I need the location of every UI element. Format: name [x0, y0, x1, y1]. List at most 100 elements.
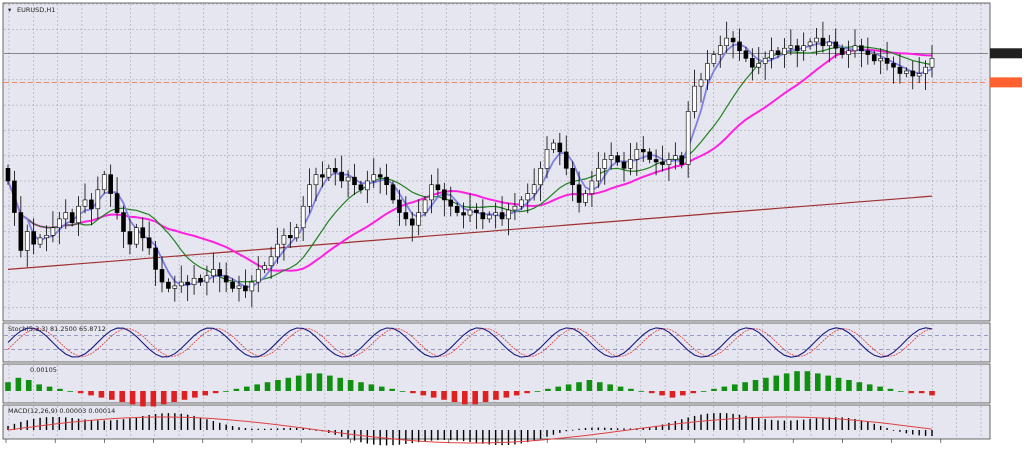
candle-body — [352, 176, 357, 186]
candle-body — [730, 37, 736, 43]
candle-body — [769, 50, 774, 59]
macd-panel[interactable] — [2, 404, 991, 440]
oscillator-bar — [15, 377, 22, 391]
candle-body — [300, 205, 306, 229]
candle-body — [153, 247, 158, 270]
oscillator-bar — [638, 391, 645, 392]
oscillator-bar — [856, 382, 863, 391]
candle-body — [134, 227, 139, 245]
candle-body — [69, 212, 75, 223]
oscillator-bar — [846, 380, 852, 391]
oscillator-bar — [223, 391, 229, 392]
candle-body — [24, 231, 30, 251]
candle-body — [916, 73, 922, 77]
oscillator-bar — [192, 391, 198, 398]
candle-body — [114, 193, 120, 213]
candle-body — [807, 41, 813, 47]
candle-body — [243, 285, 248, 292]
candle-body — [146, 237, 152, 249]
oscillator-bar — [700, 391, 707, 392]
oscillator-bar — [596, 382, 603, 391]
candle-body — [217, 269, 223, 277]
candle-body — [525, 193, 531, 201]
oscillator-bar — [493, 391, 499, 400]
candle-body — [506, 209, 511, 220]
symbol-title-marker: ▾ — [8, 6, 12, 14]
oscillator-bar — [88, 391, 94, 396]
candle-body — [737, 41, 742, 52]
candle-body — [653, 159, 659, 163]
candle-body — [698, 79, 704, 87]
candle-body — [891, 63, 896, 68]
candle-body — [121, 212, 126, 232]
candle-body — [409, 218, 415, 226]
symbol-title: EURUSD,H1 — [17, 6, 55, 14]
candle-body — [416, 212, 421, 226]
candle-body — [82, 199, 88, 207]
oscillator-bar — [690, 391, 697, 394]
candle-body — [910, 70, 916, 77]
oscillator-bar — [327, 375, 333, 391]
oscillator-bar — [752, 380, 759, 391]
candle-body — [839, 47, 845, 55]
oscillator-bar — [441, 391, 447, 400]
candle-body — [640, 149, 646, 153]
candle-body — [95, 189, 101, 210]
oscillator-bar — [814, 373, 821, 391]
candle-body — [262, 265, 267, 270]
oscillator-bar — [109, 391, 115, 400]
price-lines — [4, 48, 1022, 88]
oscillator-bar — [742, 382, 748, 391]
oscillator-bar — [254, 384, 260, 391]
current-price-box — [990, 48, 1022, 59]
candle-body — [820, 37, 826, 47]
main-price-panel[interactable] — [2, 2, 991, 322]
oscillator-bar — [233, 388, 240, 391]
candle-body — [673, 155, 678, 160]
candle-body — [281, 235, 287, 245]
candle-body — [878, 58, 883, 62]
oscillator-bar — [866, 384, 873, 391]
oscillator-bar — [763, 377, 769, 391]
candle-body — [538, 168, 543, 186]
candle-body — [5, 168, 11, 182]
candle-body — [750, 58, 755, 68]
oscillator-bar — [628, 388, 634, 391]
oscillator-bar — [607, 384, 613, 391]
candle-body — [435, 184, 441, 191]
candle-body — [717, 45, 723, 55]
candle-body — [76, 205, 81, 223]
oscillator-bar — [57, 388, 63, 391]
candle-body — [288, 235, 293, 239]
candle-body — [403, 212, 409, 220]
oscillator-bar — [67, 391, 74, 392]
oscillator-bar — [887, 388, 894, 391]
candle-body — [833, 41, 839, 49]
stochastic-panel[interactable] — [2, 322, 991, 363]
candle-body — [608, 155, 614, 160]
candle-body — [602, 159, 608, 169]
osc-title: 0.00105 — [30, 366, 57, 374]
oscillator-bar — [462, 391, 468, 405]
candle-body — [275, 243, 280, 258]
candle-body — [692, 85, 697, 112]
candle-body — [185, 281, 190, 285]
candle-body — [198, 277, 203, 283]
oscillator-bar — [295, 375, 302, 391]
oscillator-bar — [731, 384, 738, 391]
axis-labels — [5, 439, 942, 443]
oscillator-bar — [825, 375, 831, 391]
oscillator-bar — [347, 380, 354, 391]
candle-body — [570, 168, 575, 186]
candle-body — [615, 155, 620, 163]
oscillator-bar — [212, 391, 219, 394]
candle-body — [852, 45, 858, 52]
oscillator-bar — [389, 388, 395, 391]
candle-body — [480, 212, 486, 220]
oscillator-bar — [275, 380, 281, 391]
oscillator-bar — [264, 382, 271, 391]
candle-body — [788, 45, 794, 49]
candle-body — [685, 111, 691, 165]
candle-body — [442, 189, 447, 201]
